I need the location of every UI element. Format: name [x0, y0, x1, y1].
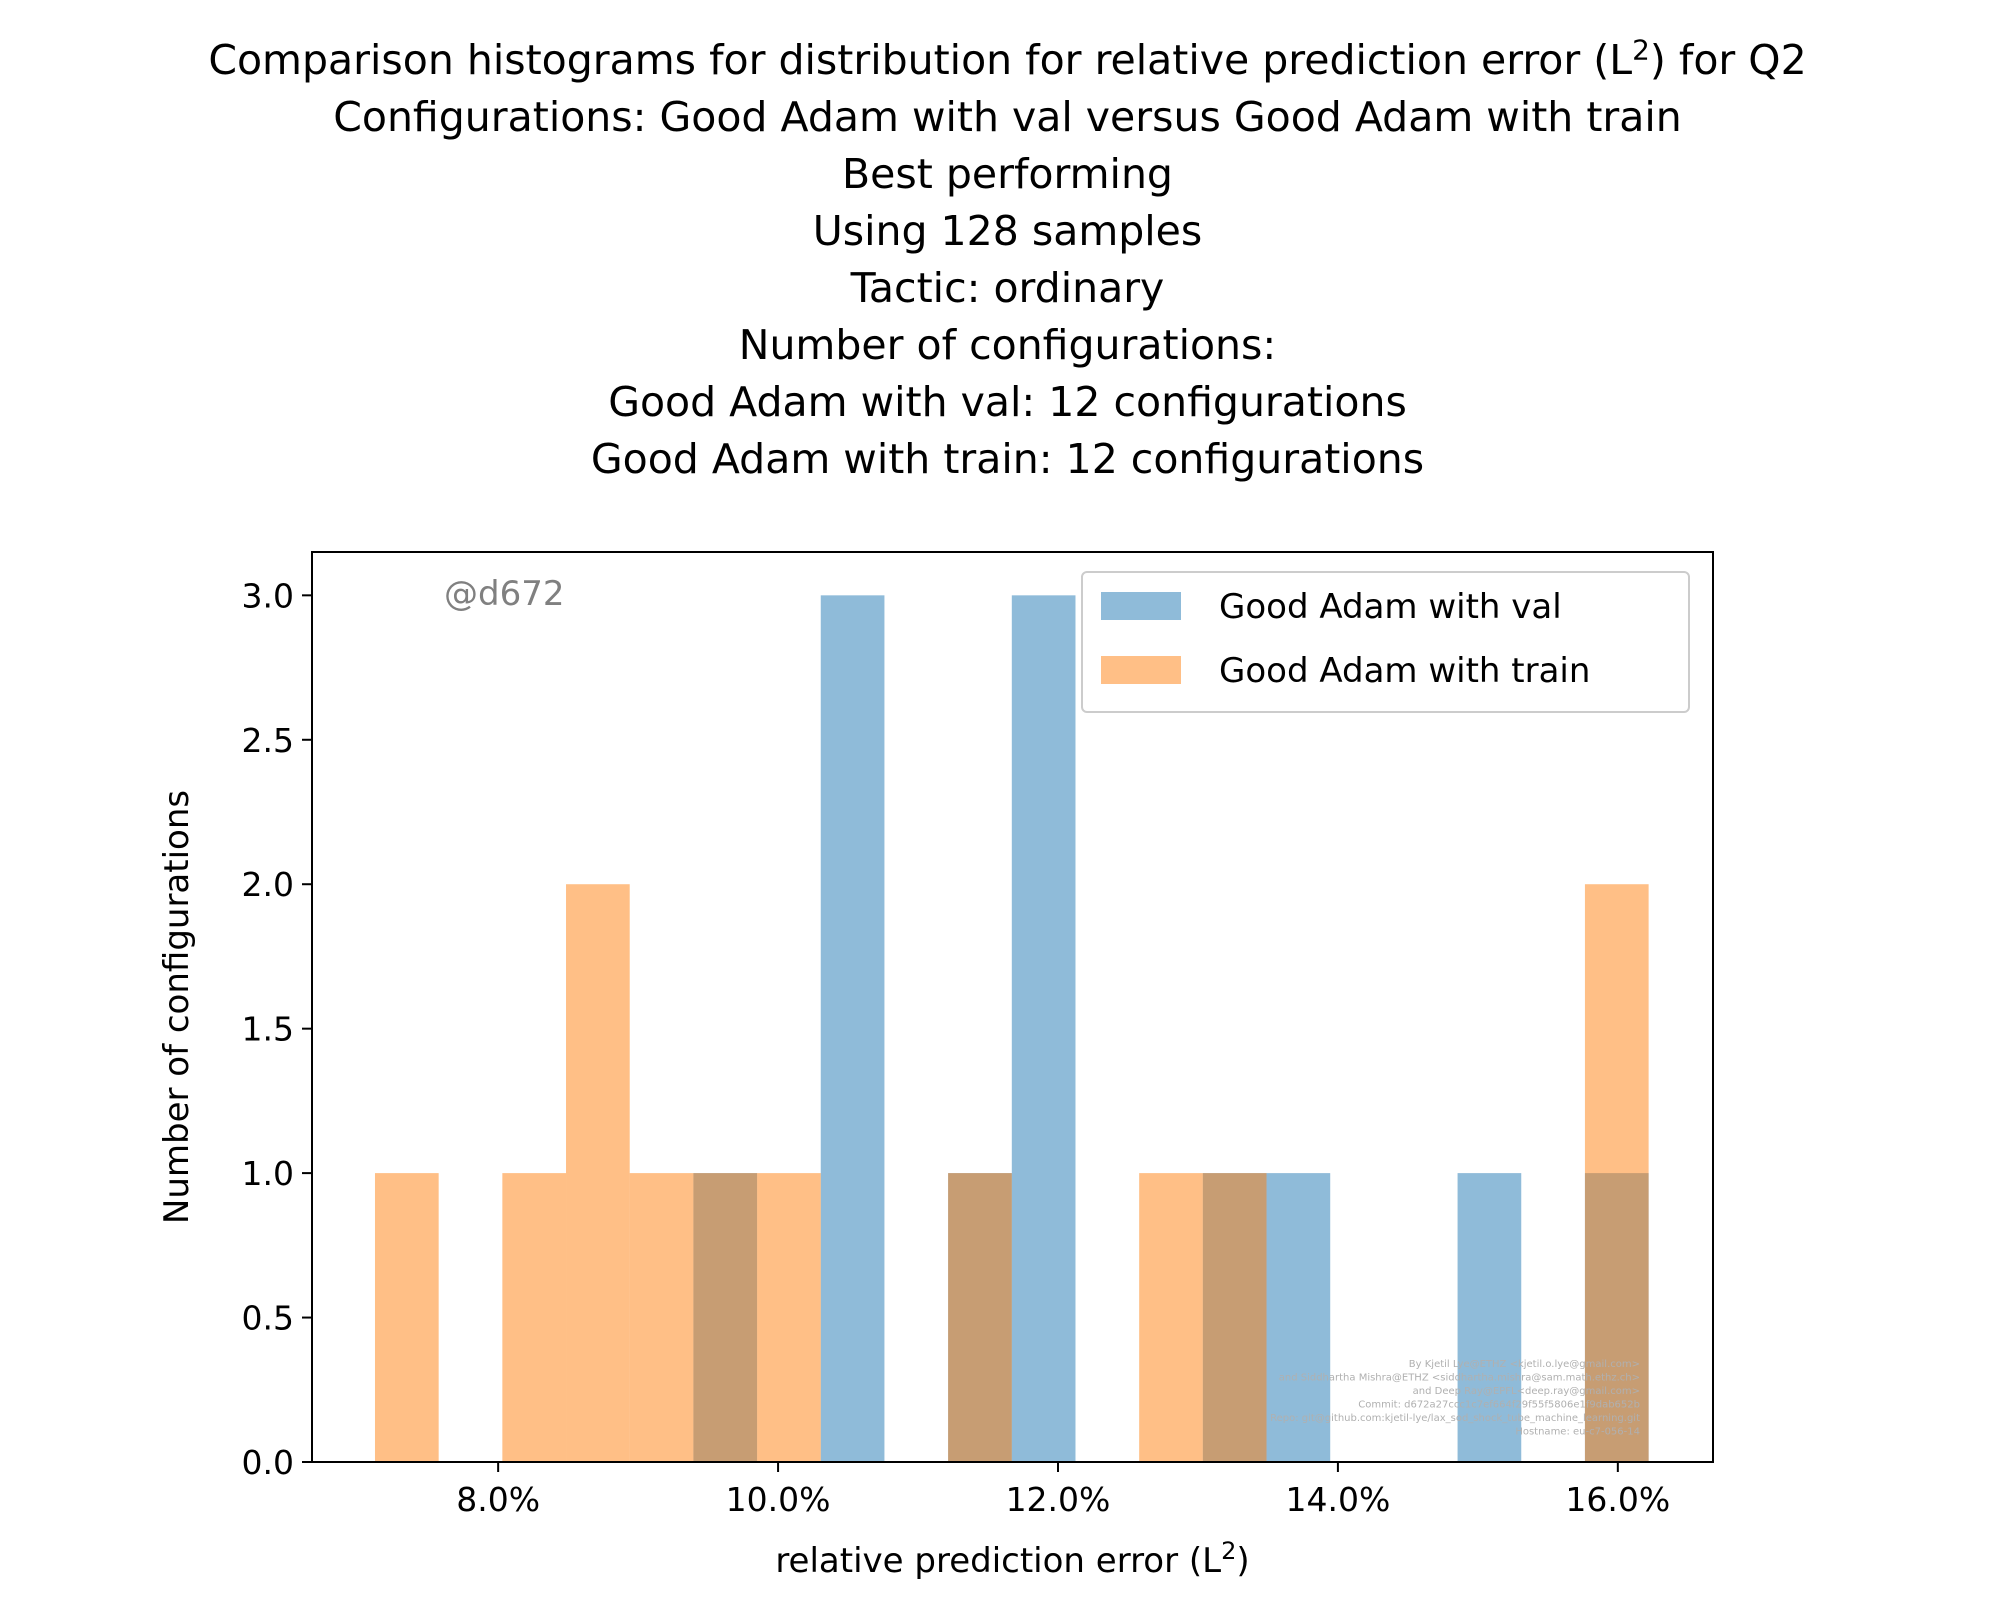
- y-tick-label-6: 3.0: [242, 576, 294, 615]
- y-ticks: 0.0 0.5 1.0 1.5 2.0 2.5 3.0: [242, 576, 312, 1482]
- bar-train-bin-4: [629, 1173, 694, 1462]
- bar-val-bin-14: [1266, 1173, 1331, 1462]
- bar-val-bin-7: [820, 595, 885, 1462]
- footer-line-3: Commit: d672a27ccc1c7ef664f29f55f5806e1f…: [1358, 1400, 1640, 1411]
- bar-train-bin-6: [757, 1173, 821, 1462]
- x-tick-label-4: 16.0%: [1565, 1480, 1670, 1519]
- x-axis-label: relative prediction error (L2): [775, 1537, 1249, 1581]
- legend-swatch-train: [1101, 656, 1181, 684]
- bar-train-bin-2: [502, 1173, 567, 1462]
- chart-title: Comparison histograms for distribution f…: [0, 32, 2015, 488]
- y-tick-label-5: 2.5: [242, 721, 294, 760]
- y-tick-label-4: 2.0: [242, 865, 294, 904]
- x-tick-label-3: 14.0%: [1285, 1480, 1390, 1519]
- bar-train-bin-9: [948, 1173, 1012, 1462]
- axes-frame: [311, 551, 1714, 1463]
- bar-train-bin-5: [693, 1173, 758, 1462]
- y-tick-label-2: 1.0: [242, 1154, 294, 1193]
- y-tick-label-3: 1.5: [242, 1010, 294, 1049]
- bar-train-bin-12: [1139, 1173, 1203, 1462]
- bar-val-bin-10: [1011, 595, 1076, 1462]
- footer-line-2: and Deep Ray@EPFL<deep.ray@gmail.com>: [1413, 1386, 1640, 1397]
- footer-line-4: Repo: git@github.com:kjetil-lye/lax_sod_…: [1270, 1413, 1640, 1424]
- legend: Good Adam with val Good Adam with train: [1081, 571, 1690, 713]
- bar-val-bin-17: [1457, 1173, 1522, 1462]
- bar-train-bin-13: [1202, 1173, 1267, 1462]
- title-line-7: Good Adam with val: 12 configurations: [608, 378, 1407, 426]
- x-tick-label-1: 10.0%: [726, 1480, 831, 1519]
- title-line-3: Best performing: [842, 150, 1173, 198]
- title-line-4: Using 128 samples: [812, 207, 1203, 255]
- commit-annotation: @d672: [444, 574, 564, 614]
- legend-swatch-val: [1101, 592, 1181, 620]
- bar-train-bin-3: [566, 884, 630, 1462]
- x-tick-label-0: 8.0%: [456, 1480, 540, 1519]
- title-line-5: Tactic: ordinary: [850, 264, 1165, 312]
- footer-line-0: By Kjetil Lye@ETHZ <kjetil.o.lye@gmail.c…: [1409, 1359, 1640, 1370]
- bar-train-bin-19: [1584, 884, 1649, 1462]
- title-line-8: Good Adam with train: 12 configurations: [590, 435, 1425, 483]
- title-line-6: Number of configurations:: [738, 321, 1277, 369]
- title-line-1: Comparison histograms for distribution f…: [208, 33, 1807, 84]
- bar-train-bin-0: [374, 1173, 439, 1462]
- legend-box: [1081, 571, 1690, 713]
- legend-label-val: Good Adam with val: [1219, 587, 1562, 627]
- y-axis-label: Number of configurations: [157, 790, 197, 1224]
- y-tick-label-1: 0.5: [242, 1299, 294, 1338]
- attribution-footer: By Kjetil Lye@ETHZ <kjetil.o.lye@gmail.c…: [1270, 1359, 1640, 1438]
- x-tick-label-2: 12.0%: [1006, 1480, 1111, 1519]
- bars-layer: [374, 595, 1649, 1462]
- footer-line-1: and Siddhartha Mishra@ETHZ <siddhartha.m…: [1279, 1373, 1640, 1384]
- title-line-2: Configurations: Good Adam with val versu…: [333, 93, 1682, 141]
- y-tick-label-0: 0.0: [242, 1443, 294, 1482]
- legend-label-train: Good Adam with train: [1219, 651, 1590, 691]
- x-ticks: 8.0% 10.0% 12.0% 14.0% 16.0%: [456, 1462, 1670, 1519]
- footer-line-5: Hostname: eu-c7-056-14: [1515, 1427, 1640, 1438]
